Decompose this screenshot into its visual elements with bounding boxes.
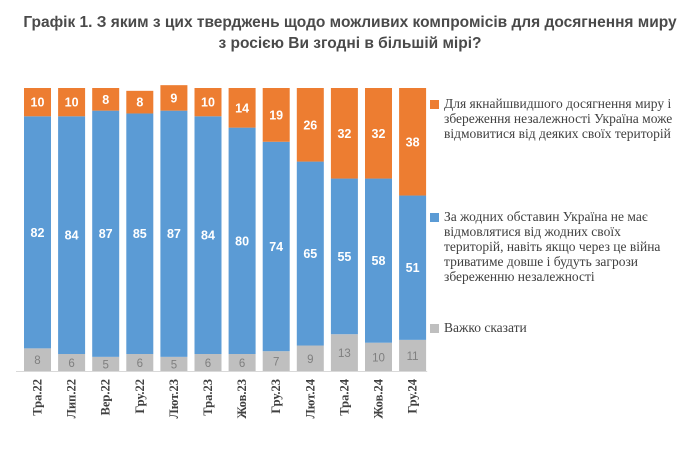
bar-segment-dont-know (58, 354, 86, 371)
data-label-allow-concessions: 38 (406, 135, 420, 149)
data-label-dont-know: 13 (338, 348, 351, 360)
data-label-allow-concessions: 26 (303, 118, 317, 132)
bar-segment-dont-know (126, 354, 154, 371)
data-label-refuse-concessions: 85 (133, 227, 147, 241)
data-label-allow-concessions: 9 (170, 91, 177, 105)
bar-segment-allow-concessions (92, 88, 120, 111)
bar-segment-allow-concessions (194, 88, 222, 117)
data-label-allow-concessions: 8 (136, 96, 143, 110)
x-tick-label: Вер.22 (99, 379, 113, 415)
bar-segment-refuse-concessions (58, 116, 86, 355)
bar-segment-refuse-concessions (160, 110, 188, 357)
bar-segment-allow-concessions (365, 88, 392, 179)
data-label-dont-know: 9 (307, 354, 313, 366)
bar-segment-allow-concessions (58, 88, 86, 117)
data-label-refuse-concessions: 84 (65, 229, 79, 243)
data-label-allow-concessions: 19 (269, 108, 283, 122)
bar-segment-refuse-concessions (194, 116, 222, 355)
bar-segment-refuse-concessions (24, 116, 51, 349)
data-label-allow-concessions: 14 (235, 101, 249, 115)
bar-segment-allow-concessions (24, 88, 51, 117)
data-label-refuse-concessions: 84 (201, 229, 215, 243)
data-label-refuse-concessions: 87 (99, 227, 113, 241)
bar-segment-dont-know (262, 351, 290, 371)
bar-segment-dont-know (228, 354, 256, 371)
data-label-dont-know: 5 (102, 359, 108, 371)
data-label-dont-know: 11 (407, 351, 419, 363)
bar-segment-refuse-concessions (296, 161, 324, 346)
data-label-refuse-concessions: 74 (269, 240, 283, 254)
bar-segment-dont-know (399, 339, 427, 371)
data-label-dont-know: 5 (171, 359, 177, 371)
x-tick-label: Жов.23 (235, 379, 249, 419)
legend-label-orange: Для якнайшвидшого досягнення миру і збер… (444, 96, 673, 141)
bar-segment-refuse-concessions (92, 110, 120, 357)
legend-swatch-orange (430, 100, 439, 109)
bar-segment-refuse-concessions (262, 141, 290, 352)
data-label-dont-know: 10 (372, 352, 385, 364)
data-label-allow-concessions: 10 (201, 96, 215, 110)
x-tick-label: Тра.23 (201, 379, 215, 416)
bar-segment-refuse-concessions (399, 195, 427, 340)
data-label-refuse-concessions: 58 (372, 254, 386, 268)
x-tick-label: Лют.23 (167, 379, 181, 419)
x-tick-label: Тра.24 (337, 378, 351, 415)
bar-segment-refuse-concessions (365, 178, 392, 343)
x-tick-label: Лют.24 (303, 378, 317, 418)
bar-segment-allow-concessions (399, 88, 427, 196)
bar-segment-allow-concessions (228, 88, 256, 128)
bar-segment-allow-concessions (160, 85, 188, 111)
data-label-refuse-concessions: 65 (303, 247, 317, 261)
data-label-dont-know: 7 (273, 357, 279, 369)
data-label-allow-concessions: 32 (372, 127, 386, 141)
x-tick-label: Тра.22 (31, 379, 45, 416)
bar-segment-dont-know (330, 334, 358, 371)
x-tick-label: Лип.22 (65, 379, 79, 418)
legend-swatch-gray (430, 324, 439, 333)
data-label-allow-concessions: 8 (102, 93, 109, 107)
bar-segment-refuse-concessions (126, 113, 154, 355)
data-label-dont-know: 6 (239, 358, 245, 370)
data-label-dont-know: 6 (137, 358, 143, 370)
bar-segment-refuse-concessions (330, 178, 358, 335)
x-tick-label: Гру.24 (406, 378, 420, 413)
bar-segment-dont-know (365, 342, 392, 371)
bar-segment-allow-concessions (126, 90, 154, 114)
bar-segment-allow-concessions (262, 88, 290, 142)
bar-segment-allow-concessions (296, 88, 324, 162)
data-label-refuse-concessions: 55 (337, 250, 351, 264)
data-label-allow-concessions: 32 (337, 127, 351, 141)
data-label-dont-know: 6 (205, 358, 211, 370)
data-label-refuse-concessions: 87 (167, 227, 181, 241)
data-label-refuse-concessions: 82 (31, 226, 45, 240)
data-label-refuse-concessions: 80 (235, 234, 249, 248)
x-tick-label: Гру.22 (133, 379, 147, 414)
data-label-allow-concessions: 10 (31, 96, 45, 110)
bar-segment-dont-know (24, 348, 51, 371)
bar-segment-dont-know (92, 356, 120, 371)
bar-segment-refuse-concessions (228, 127, 256, 355)
chart-title: Графік 1. З яким з цих тверджень щодо мо… (23, 14, 677, 52)
bar-segment-dont-know (194, 354, 222, 371)
legend-label-gray: Важко сказати (444, 320, 527, 335)
data-label-dont-know: 6 (68, 358, 74, 370)
data-label-refuse-concessions: 51 (406, 261, 420, 275)
bar-segment-allow-concessions (330, 88, 358, 179)
legend-label-blue: За жодних обставин Україна не має відмов… (444, 209, 661, 284)
data-label-allow-concessions: 10 (65, 96, 79, 110)
bar-segment-dont-know (160, 356, 188, 371)
legend-swatch-blue (430, 213, 439, 222)
x-tick-label: Жов.24 (372, 378, 386, 418)
data-label-dont-know: 8 (34, 355, 40, 367)
x-tick-label: Гру.23 (269, 379, 283, 414)
bar-segment-dont-know (296, 345, 324, 371)
